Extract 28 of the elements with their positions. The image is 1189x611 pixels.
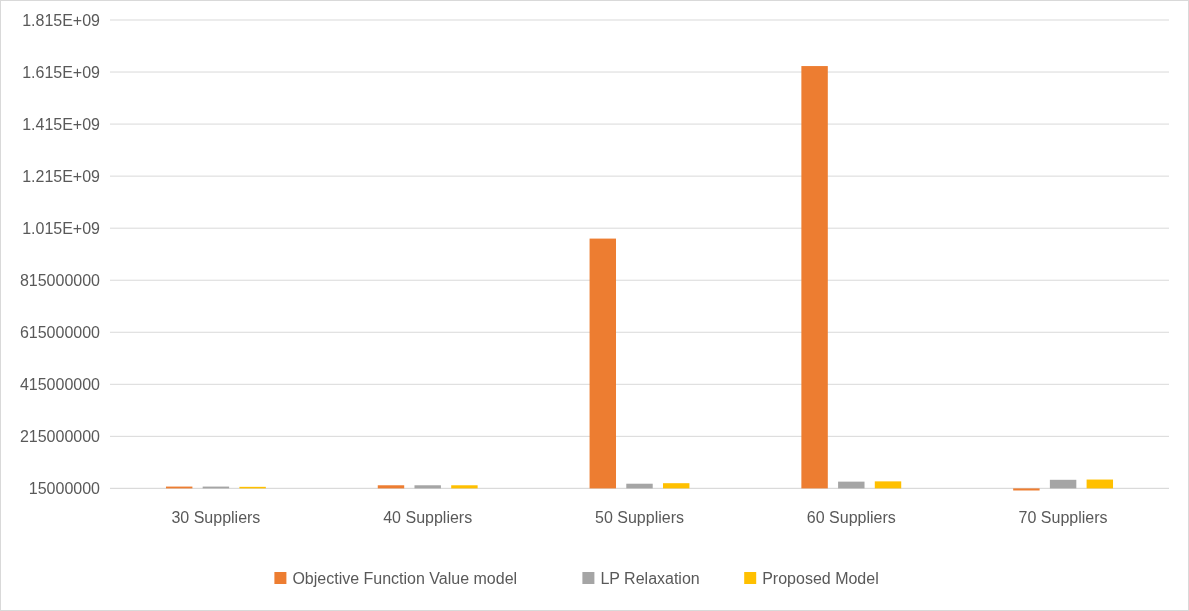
y-tick-label: 615000000	[19, 323, 101, 341]
x-tick-label: 30 Suppliers	[171, 509, 261, 527]
legend-label: LP Relaxation	[600, 569, 700, 587]
y-tick-label: 415000000	[19, 375, 101, 393]
bar	[663, 483, 690, 489]
bar	[1013, 488, 1040, 491]
y-tick-label: 215000000	[19, 427, 101, 445]
bar	[874, 481, 902, 489]
bar	[801, 66, 828, 489]
legend-label: Objective Function Value model	[292, 569, 518, 587]
x-tick-label: 60 Suppliers	[806, 509, 896, 527]
bar	[838, 481, 865, 489]
y-tick-label: 815000000	[19, 271, 101, 289]
y-tick-label: 15000000	[28, 480, 101, 497]
y-tick-label: 1.815E+09	[22, 11, 101, 29]
y-tick-label: 1.015E+09	[22, 219, 101, 237]
bar	[1049, 479, 1077, 489]
y-tick-label: 1.415E+09	[22, 115, 101, 133]
bar	[414, 485, 441, 489]
x-tick-label: 40 Suppliers	[383, 509, 473, 527]
bar	[377, 485, 405, 489]
y-tick-label: 1.615E+09	[22, 63, 101, 81]
legend-label: Proposed Model	[762, 569, 879, 587]
y-tick-label: 1.215E+09	[22, 167, 101, 185]
bar	[589, 238, 616, 489]
x-tick-label: 50 Suppliers	[595, 509, 684, 527]
x-tick-label: 70 Suppliers	[1018, 509, 1108, 527]
bar	[451, 485, 478, 489]
